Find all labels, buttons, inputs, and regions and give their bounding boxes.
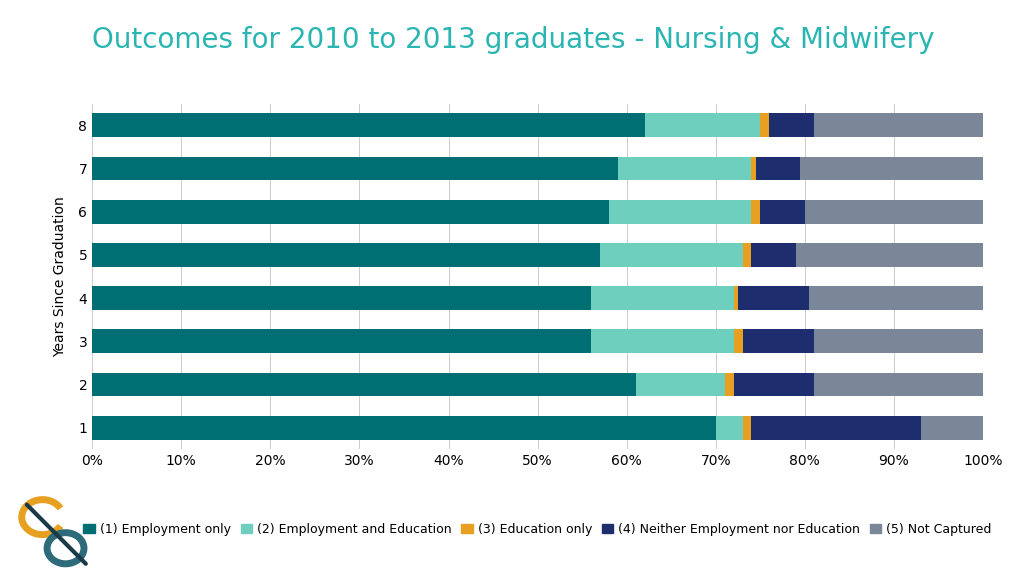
Bar xyxy=(92,373,636,396)
Bar xyxy=(760,200,805,223)
Bar xyxy=(769,113,814,137)
Bar xyxy=(738,286,809,310)
Bar xyxy=(617,157,752,180)
Bar xyxy=(814,113,983,137)
Text: Outcomes for 2010 to 2013 graduates - Nursing & Midwifery: Outcomes for 2010 to 2013 graduates - Nu… xyxy=(92,26,935,54)
Bar xyxy=(805,200,983,223)
Bar xyxy=(644,113,760,137)
Bar xyxy=(733,286,738,310)
Bar xyxy=(921,416,983,439)
Bar xyxy=(752,243,796,267)
Bar xyxy=(752,416,921,439)
Bar xyxy=(801,157,983,180)
Bar xyxy=(814,329,983,353)
Bar xyxy=(742,416,752,439)
Bar xyxy=(92,113,644,137)
Bar xyxy=(725,373,733,396)
Bar xyxy=(796,243,983,267)
Bar xyxy=(742,243,752,267)
Bar xyxy=(752,200,760,223)
Legend: (1) Employment only, (2) Employment and Education, (3) Education only, (4) Neith: (1) Employment only, (2) Employment and … xyxy=(79,518,996,541)
Bar xyxy=(636,373,725,396)
Text: www.cso.ie: www.cso.ie xyxy=(842,524,983,544)
Bar xyxy=(92,157,617,180)
Bar xyxy=(756,157,801,180)
Bar xyxy=(609,200,752,223)
Bar xyxy=(92,286,591,310)
Bar xyxy=(814,373,983,396)
Bar xyxy=(92,329,591,353)
Y-axis label: Years Since Graduation: Years Since Graduation xyxy=(53,196,68,357)
Bar xyxy=(716,416,742,439)
Bar xyxy=(92,243,600,267)
Bar xyxy=(591,329,733,353)
Bar xyxy=(760,113,769,137)
Bar xyxy=(92,200,609,223)
Bar xyxy=(752,157,756,180)
Bar xyxy=(600,243,742,267)
Bar xyxy=(809,286,983,310)
Bar xyxy=(733,329,742,353)
Bar xyxy=(92,416,716,439)
Bar xyxy=(591,286,733,310)
Bar xyxy=(742,329,814,353)
Bar xyxy=(733,373,814,396)
